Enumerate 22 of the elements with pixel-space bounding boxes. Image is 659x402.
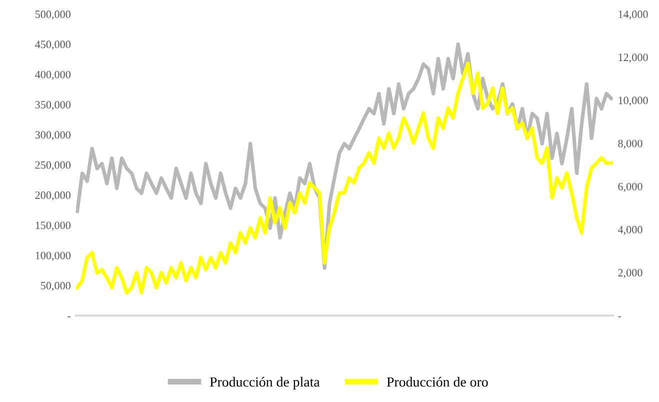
legend-label: Producción de oro: [386, 376, 488, 387]
y-tick-label: 450,000: [35, 40, 70, 50]
y2-tick-label: 12,000: [618, 54, 648, 63]
y-tick-label: 350,000: [35, 100, 70, 110]
y2-tick-label: 8,000: [618, 140, 642, 149]
y-tick-label: 500,000: [35, 10, 70, 20]
line-series: [76, 62, 613, 295]
legend-label: Producción de plata: [210, 376, 320, 390]
y-tick-label: -: [68, 316, 71, 318]
y-tick-label: 100,000: [36, 252, 70, 261]
y2-tick-label: 4,000: [618, 226, 642, 235]
y-tick-label: 200,000: [35, 191, 70, 201]
y2-tick-label: 2,000: [618, 268, 642, 278]
y2-tick-label: -: [618, 316, 622, 318]
y2-tick-label: 14,000: [618, 10, 648, 20]
y-tick-label: 150,000: [36, 222, 70, 231]
y2-tick-label: 10,000: [618, 96, 648, 106]
y-tick-label: 250,000: [35, 161, 70, 170]
y-tick-label: 300,000: [35, 131, 70, 140]
y-tick-label: 400,000: [35, 70, 70, 80]
y2-tick-label: 6,000: [618, 182, 642, 192]
y-tick-label: 50,000: [41, 282, 70, 291]
